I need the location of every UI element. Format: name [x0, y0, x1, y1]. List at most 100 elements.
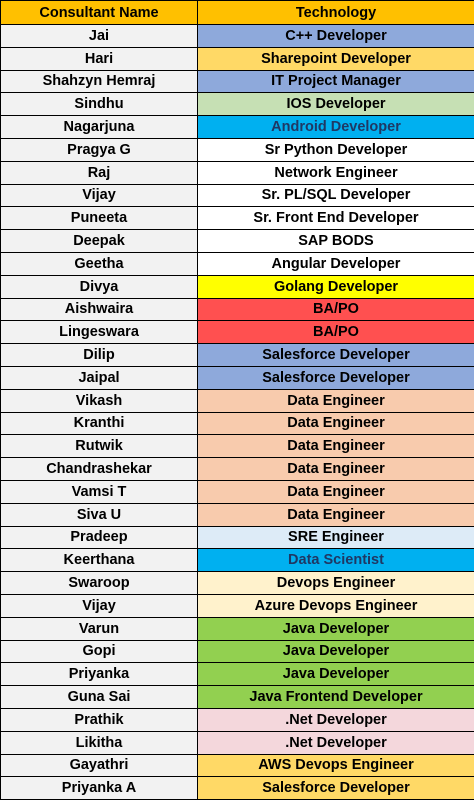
technology-cell: BA/PO — [197, 297, 474, 322]
consultant-name-cell: Chandrashekar — [0, 457, 198, 481]
consultant-name-cell: Gayathri — [0, 753, 198, 778]
technology-cell: SRE Engineer — [197, 525, 474, 550]
technology-cell: Azure Devops Engineer — [197, 593, 474, 618]
technology-cell: C++ Developer — [197, 24, 474, 48]
table-row: Vamsi T Data Engineer — [0, 479, 474, 504]
consultant-name-cell: Keerthana — [0, 548, 198, 573]
table-row: Jaipal Salesforce Developer — [0, 365, 474, 390]
table-row: Keerthana Data Scientist — [0, 548, 474, 573]
table-row: Shahzyn Hemraj IT Project Manager — [0, 69, 474, 94]
header-consultant-name: Consultant Name — [0, 0, 198, 25]
technology-cell: Data Engineer — [197, 388, 474, 413]
table-row: Deepak SAP BODS — [0, 229, 474, 253]
consultant-name-cell: Jai — [0, 24, 198, 48]
table-row: Jai C++ Developer — [0, 24, 474, 48]
table-row: Vijay Sr. PL/SQL Developer — [0, 183, 474, 208]
table-row: Gayathri AWS Devops Engineer — [0, 753, 474, 778]
table-row: Chandrashekar Data Engineer — [0, 457, 474, 481]
technology-cell: Data Engineer — [197, 434, 474, 459]
technology-cell: Data Engineer — [197, 502, 474, 527]
technology-cell: Salesforce Developer — [197, 365, 474, 390]
consultant-name-cell: Rutwik — [0, 434, 198, 459]
consultant-name-cell: Aishwaira — [0, 297, 198, 322]
consultant-name-cell: Swaroop — [0, 571, 198, 595]
technology-cell: Data Engineer — [197, 411, 474, 436]
technology-cell: IT Project Manager — [197, 69, 474, 94]
technology-cell: Java Frontend Developer — [197, 685, 474, 709]
consultant-name-cell: Raj — [0, 160, 198, 185]
technology-cell: Sr. PL/SQL Developer — [197, 183, 474, 208]
table-row: Kranthi Data Engineer — [0, 411, 474, 436]
consultant-name-cell: Divya — [0, 274, 198, 299]
technology-cell: Java Developer — [197, 639, 474, 664]
technology-cell: Golang Developer — [197, 274, 474, 299]
table-row: Guna Sai Java Frontend Developer — [0, 685, 474, 709]
table-row: Aishwaira BA/PO — [0, 297, 474, 322]
consultant-name-cell: Priyanka A — [0, 776, 198, 801]
consultant-name-cell: Vamsi T — [0, 479, 198, 504]
consultant-name-cell: Geetha — [0, 251, 198, 276]
consultant-name-cell: Shahzyn Hemraj — [0, 69, 198, 94]
table-row: Geetha Angular Developer — [0, 251, 474, 276]
technology-cell: Network Engineer — [197, 160, 474, 185]
table-row: Dilip Salesforce Developer — [0, 343, 474, 367]
technology-cell: Java Developer — [197, 662, 474, 687]
consultant-name-cell: Vijay — [0, 183, 198, 208]
technology-cell: SAP BODS — [197, 229, 474, 253]
technology-cell: Salesforce Developer — [197, 776, 474, 801]
table-row: Priyanka A Salesforce Developer — [0, 776, 474, 801]
technology-cell: Angular Developer — [197, 251, 474, 276]
consultant-name-cell: Jaipal — [0, 365, 198, 390]
technology-cell: AWS Devops Engineer — [197, 753, 474, 778]
consultant-name-cell: Kranthi — [0, 411, 198, 436]
consultant-name-cell: Guna Sai — [0, 685, 198, 709]
technology-cell: IOS Developer — [197, 92, 474, 117]
table-row: Swaroop Devops Engineer — [0, 571, 474, 595]
technology-cell: BA/PO — [197, 320, 474, 345]
consultant-name-cell: Puneeta — [0, 206, 198, 231]
table-row: Vijay Azure Devops Engineer — [0, 593, 474, 618]
consultant-name-cell: Gopi — [0, 639, 198, 664]
table-row: Raj Network Engineer — [0, 160, 474, 185]
consultant-name-cell: Varun — [0, 616, 198, 641]
table-row: Varun Java Developer — [0, 616, 474, 641]
consultant-name-cell: Vijay — [0, 593, 198, 618]
table-row: Gopi Java Developer — [0, 639, 474, 664]
technology-cell: .Net Developer — [197, 707, 474, 732]
technology-cell: Data Scientist — [197, 548, 474, 573]
consultant-name-cell: Sindhu — [0, 92, 198, 117]
table-row: Hari Sharepoint Developer — [0, 46, 474, 71]
technology-cell: Java Developer — [197, 616, 474, 641]
consultant-name-cell: Nagarjuna — [0, 115, 198, 139]
technology-cell: Data Engineer — [197, 457, 474, 481]
consultant-name-cell: Pragya G — [0, 137, 198, 162]
header-technology: Technology — [197, 0, 474, 25]
consultant-name-cell: Deepak — [0, 229, 198, 253]
technology-cell: Sr. Front End Developer — [197, 206, 474, 231]
table-row: Prathik .Net Developer — [0, 707, 474, 732]
table-row: Vikash Data Engineer — [0, 388, 474, 413]
technology-cell: .Net Developer — [197, 730, 474, 755]
consultant-name-cell: Vikash — [0, 388, 198, 413]
table-row: Pradeep SRE Engineer — [0, 525, 474, 550]
consultant-name-cell: Siva U — [0, 502, 198, 527]
table-row: Priyanka Java Developer — [0, 662, 474, 687]
technology-cell: Salesforce Developer — [197, 343, 474, 367]
consultant-name-cell: Pradeep — [0, 525, 198, 550]
consultant-name-cell: Likitha — [0, 730, 198, 755]
consultant-name-cell: Prathik — [0, 707, 198, 732]
consultant-name-cell: Dilip — [0, 343, 198, 367]
table-row: Rutwik Data Engineer — [0, 434, 474, 459]
table-row: Likitha .Net Developer — [0, 730, 474, 755]
technology-cell: Android Developer — [197, 115, 474, 139]
technology-cell: Sr Python Developer — [197, 137, 474, 162]
table-row: Divya Golang Developer — [0, 274, 474, 299]
table-row: Pragya G Sr Python Developer — [0, 137, 474, 162]
table-row: Lingeswara BA/PO — [0, 320, 474, 345]
consultant-name-cell: Hari — [0, 46, 198, 71]
table-body: Jai C++ Developer Hari Sharepoint Developer… — [0, 24, 474, 801]
technology-cell: Data Engineer — [197, 479, 474, 504]
consultant-name-cell: Priyanka — [0, 662, 198, 687]
table-row: Nagarjuna Android Developer — [0, 115, 474, 139]
